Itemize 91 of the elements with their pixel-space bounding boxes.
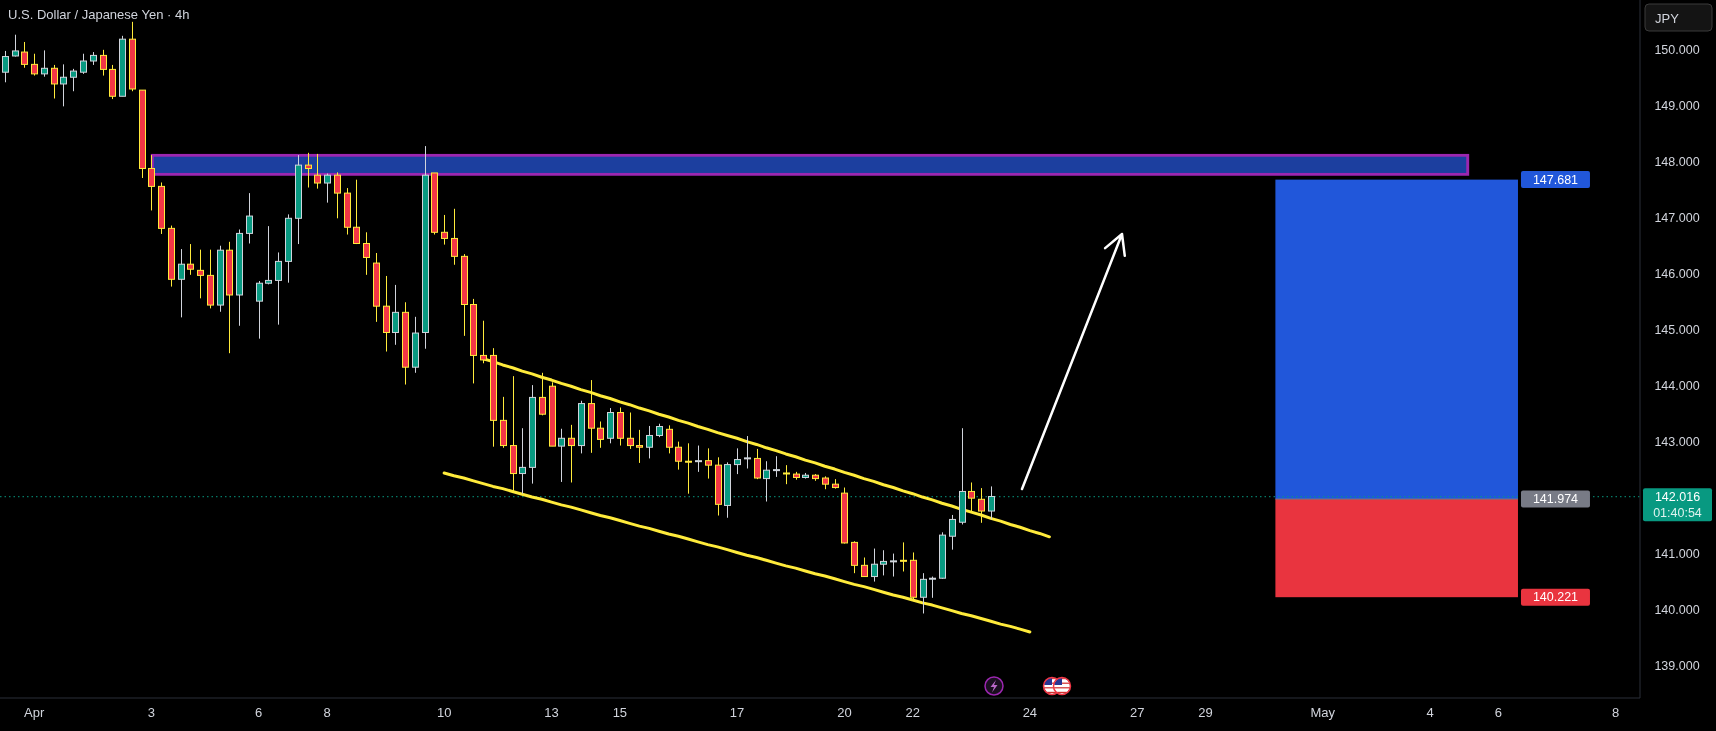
candlestick	[353, 179, 360, 245]
candlestick	[705, 447, 712, 480]
x-tick-label: 22	[905, 704, 920, 720]
candlestick	[880, 549, 887, 576]
candlestick	[754, 448, 761, 480]
x-tick-label: 3	[147, 704, 155, 720]
candlestick	[871, 548, 878, 583]
candlestick	[305, 152, 312, 189]
candlestick	[363, 231, 370, 276]
candlestick	[21, 41, 28, 69]
band-label: 147.681	[1532, 172, 1579, 187]
x-tick-label: May	[1310, 704, 1336, 720]
candlestick	[968, 482, 975, 513]
candlestick	[256, 280, 263, 340]
y-tick-label: 140.000	[1654, 602, 1700, 617]
candlestick	[265, 225, 272, 285]
candlestick	[451, 208, 458, 266]
y-tick-label: 145.000	[1654, 322, 1700, 337]
candlestick	[31, 53, 38, 77]
candlestick	[646, 425, 653, 459]
candlestick	[929, 576, 936, 599]
x-tick-label: 29	[1198, 704, 1213, 720]
candlestick	[695, 445, 702, 473]
candlestick	[890, 553, 897, 578]
x-tick-label: 8	[323, 704, 331, 720]
candlestick	[949, 514, 956, 551]
y-tick-label: 149.000	[1654, 98, 1700, 113]
candlestick	[187, 243, 194, 276]
x-tick-label: 6	[255, 704, 263, 720]
text: 01:40:54	[1653, 505, 1702, 520]
band-label: 140.221	[1532, 590, 1579, 605]
candlestick	[60, 63, 67, 107]
x-tick-label: 8	[1611, 704, 1620, 720]
candlestick	[558, 428, 565, 483]
candlestick	[636, 429, 643, 464]
x-tick-label: 24	[1022, 704, 1038, 720]
candlestick	[744, 435, 751, 470]
candlestick	[197, 249, 204, 299]
candlestick	[539, 372, 546, 416]
x-tick-label: 27	[1130, 704, 1145, 720]
x-tick-label: 4	[1426, 704, 1434, 720]
candlestick	[773, 455, 780, 478]
y-tick-label: 150.000	[1654, 42, 1700, 57]
candlestick	[178, 248, 185, 318]
candlestick	[148, 154, 155, 211]
candlestick	[441, 214, 448, 246]
candlestick	[978, 487, 985, 524]
candlestick	[2, 50, 9, 83]
candlestick	[734, 447, 741, 475]
candlestick	[920, 572, 927, 614]
candlestick	[41, 49, 48, 78]
y-axis-title: JPY	[1655, 10, 1680, 25]
candlestick	[51, 64, 58, 100]
x-tick-label: 6	[1494, 704, 1503, 720]
y-tick-label: 139.000	[1654, 658, 1700, 673]
candlestick	[568, 424, 575, 483]
y-tick-label: 148.000	[1654, 154, 1700, 169]
x-tick-label: 15	[612, 704, 628, 720]
text: U.S. Dollar / Japanese Yen · 4h	[8, 6, 190, 22]
candlestick	[597, 420, 604, 449]
candlestick	[324, 173, 331, 204]
x-tick-label: Apr	[24, 704, 45, 720]
x-tick-label: 20	[837, 704, 852, 720]
candlestick	[851, 540, 858, 574]
candlestick	[392, 284, 399, 346]
y-tick-label: 144.000	[1654, 378, 1700, 393]
x-tick-label: 13	[544, 704, 559, 720]
candlestick	[314, 153, 321, 190]
candlestick	[12, 34, 19, 58]
ref-line-label: 141.974	[1532, 492, 1579, 507]
candlestick	[519, 427, 526, 495]
y-tick-label: 143.000	[1654, 434, 1700, 449]
candlestick	[275, 251, 282, 326]
y-tick-label: 146.000	[1654, 266, 1700, 281]
y-tick-label: 141.000	[1654, 546, 1700, 561]
candlestick	[100, 49, 107, 77]
candlestick	[666, 424, 673, 454]
candlestick	[334, 171, 341, 219]
ref-line-label: 142.016	[1654, 489, 1701, 504]
candlestick	[246, 192, 253, 244]
y-tick-label: 147.000	[1654, 210, 1700, 225]
candlestick	[80, 53, 87, 75]
candlestick	[70, 68, 77, 92]
candlestick	[861, 557, 868, 578]
candlestick	[685, 442, 692, 495]
x-tick-label: 10	[436, 704, 452, 720]
candlestick	[783, 464, 790, 485]
candlestick	[627, 412, 634, 450]
x-tick-label: 17	[729, 704, 745, 720]
candlestick	[675, 441, 682, 471]
candlestick	[900, 541, 907, 572]
